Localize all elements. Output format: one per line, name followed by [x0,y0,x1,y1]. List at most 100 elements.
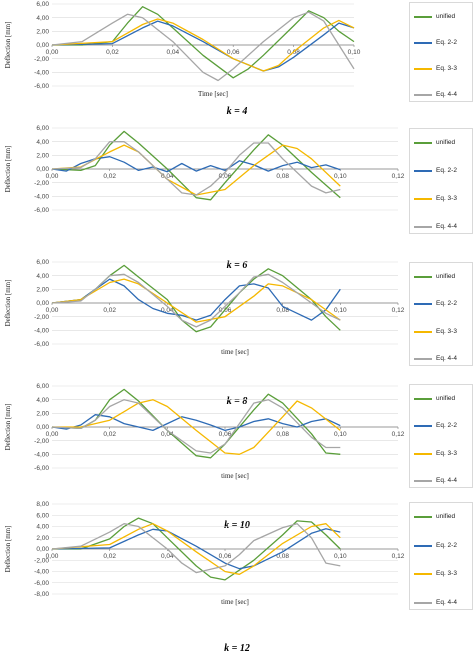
legend-item: Eq. 3-3 [414,568,474,580]
legend: unified Eq. 2-2 Eq. 3-3 Eq. 4-4 [409,2,473,102]
legend-label: Eq. 2-2 [436,422,457,430]
y-tick-label: -6,00 [34,207,49,214]
y-axis-title: Deflection [mm] [4,526,12,573]
y-axis-title: Deflection [mm] [4,404,12,451]
x-tick-label: 0,04 [161,307,174,314]
x-tick-label: 0,08 [276,553,289,560]
x-tick-label: 0,04 [161,431,174,438]
y-tick-label: -6,00 [34,465,49,472]
legend-swatch [414,142,432,144]
series-line [51,273,341,328]
y-tick-label: 6,00 [36,1,49,8]
legend-swatch [414,452,432,455]
x-axis-title: time [sec] [221,598,249,606]
chart-caption: k = 4 [226,106,248,117]
series-line [52,6,355,79]
legend-label: unified [436,139,456,146]
x-tick-label: 0,08 [276,431,289,438]
y-tick-label: 6,00 [36,259,49,266]
x-tick-label: 0,08 [276,307,289,314]
legend-label: Eq. 4-4 [436,599,457,606]
chart-caption: k = 6 [226,260,248,271]
x-tick-label: 0,02 [103,307,116,314]
x-tick-label: 0,00 [46,49,59,56]
legend-swatch [414,94,432,96]
legend-label: Eq. 4-4 [436,223,457,230]
series-line [51,144,341,196]
legend: unified Eq. 2-2 Eq. 3-3 Eq. 4-4 [409,262,473,366]
legend-swatch [414,544,432,547]
chart-svg: 6,004,002,000,00-2,00-4,00-6,000,00 0,02 0… [4,125,405,214]
y-tick-label: 2,00 [36,287,49,294]
y-tick-label: -4,00 [34,194,49,201]
y-tick-label: -2,00 [34,314,49,321]
y-tick-label: 0,00 [36,42,49,49]
x-tick-label: 0,08 [276,173,289,180]
chart-svg: 6,004,002,000,00-2,00-4,00-6,000,00 0,02 0… [4,1,361,98]
legend-item: Eq. 3-3 [414,326,474,338]
x-tick-label: 0,06 [219,173,232,180]
legend-label: unified [436,395,456,402]
legend-label: unified [436,513,456,520]
chart-caption: k = 8 [226,396,248,407]
y-tick-label: -6,00 [34,83,49,90]
y-tick-label: 2,00 [36,153,49,160]
legend-label: Eq. 3-3 [436,327,457,335]
y-tick-label: -2,00 [34,180,49,187]
legend: unified Eq. 2-2 Eq. 3-3 Eq. 4-4 [409,128,473,234]
series-line [52,399,341,455]
y-tick-label: -6,00 [34,341,49,348]
y-tick-label: -2,00 [34,56,49,63]
series-line [51,523,341,575]
y-tick-label: 0,00 [36,166,49,173]
legend-item: unified [414,137,474,149]
chart-svg: 6,004,002,000,00-2,00-4,00-6,000,00 0,02 0… [4,383,405,480]
chart-panel: 6,00 4,00 2,00 0,00 -2,00 -4,00 -6,00 0,00 0,02 0… [0,258,474,410]
chart-panel: 8,00 6,00 4,00 2,00 0,00 -2,00 -4,00 -6,00 -8,00… [0,500,474,657]
legend-swatch [414,16,432,18]
legend-swatch [414,398,432,400]
chart-svg: 8,006,004,002,000,00-2,00-4,00-6,00-8,00… [4,501,405,606]
y-tick-label: 4,00 [36,397,49,404]
x-axis-title: time [sec] [221,348,249,356]
y-tick-label: 4,00 [36,139,49,146]
legend-label: Eq. 3-3 [436,65,457,72]
legend-swatch [414,42,432,44]
series-line [51,156,341,173]
legend-swatch [414,226,432,228]
chart-panel: 6,00 4,00 2,00 0,00 -2,00 -4,00 -6,00 0,00 0,02 0… [0,0,474,120]
x-axis-title: time [sec] [221,472,249,480]
x-tick-label: 0,04 [161,173,174,180]
x-tick-label: 0,02 [103,553,116,560]
legend-label: Eq. 4-4 [436,91,457,98]
x-tick-label: 0,00 [46,553,59,560]
legend-item: unified [414,11,474,23]
x-tick-label: 0,12 [392,307,405,314]
legend-item: Eq. 4-4 [414,475,474,487]
legend-label: Eq. 4-4 [436,477,457,484]
series-line [51,130,341,201]
y-tick-label: -2,00 [34,557,49,564]
y-axis-title: Deflection [mm] [4,146,12,193]
x-tick-label: 0,10 [334,553,347,560]
legend-item: Eq. 3-3 [414,193,474,205]
y-tick-label: 6,00 [36,125,49,132]
y-tick-label: -4,00 [34,452,49,459]
series-line [51,11,355,82]
series-line [51,20,355,72]
legend-label: unified [436,273,456,280]
legend-item: Eq. 2-2 [414,37,474,49]
legend-label: Eq. 2-2 [436,39,457,46]
y-tick-label: 4,00 [36,524,49,531]
y-tick-label: 2,00 [36,411,49,418]
legend-item: Eq. 2-2 [414,298,474,310]
series-line [51,278,341,321]
chart-panel: 6,00 4,00 2,00 0,00 -2,00 -4,00 -6,00 0,00 0,02 0… [0,122,474,274]
legend-swatch [414,358,432,360]
y-tick-label: 0,00 [36,424,49,431]
x-tick-label: 0,04 [166,49,179,56]
x-tick-label: 0,10 [334,431,347,438]
x-tick-label: 0,02 [103,173,116,180]
x-tick-label: 0,00 [46,173,59,180]
